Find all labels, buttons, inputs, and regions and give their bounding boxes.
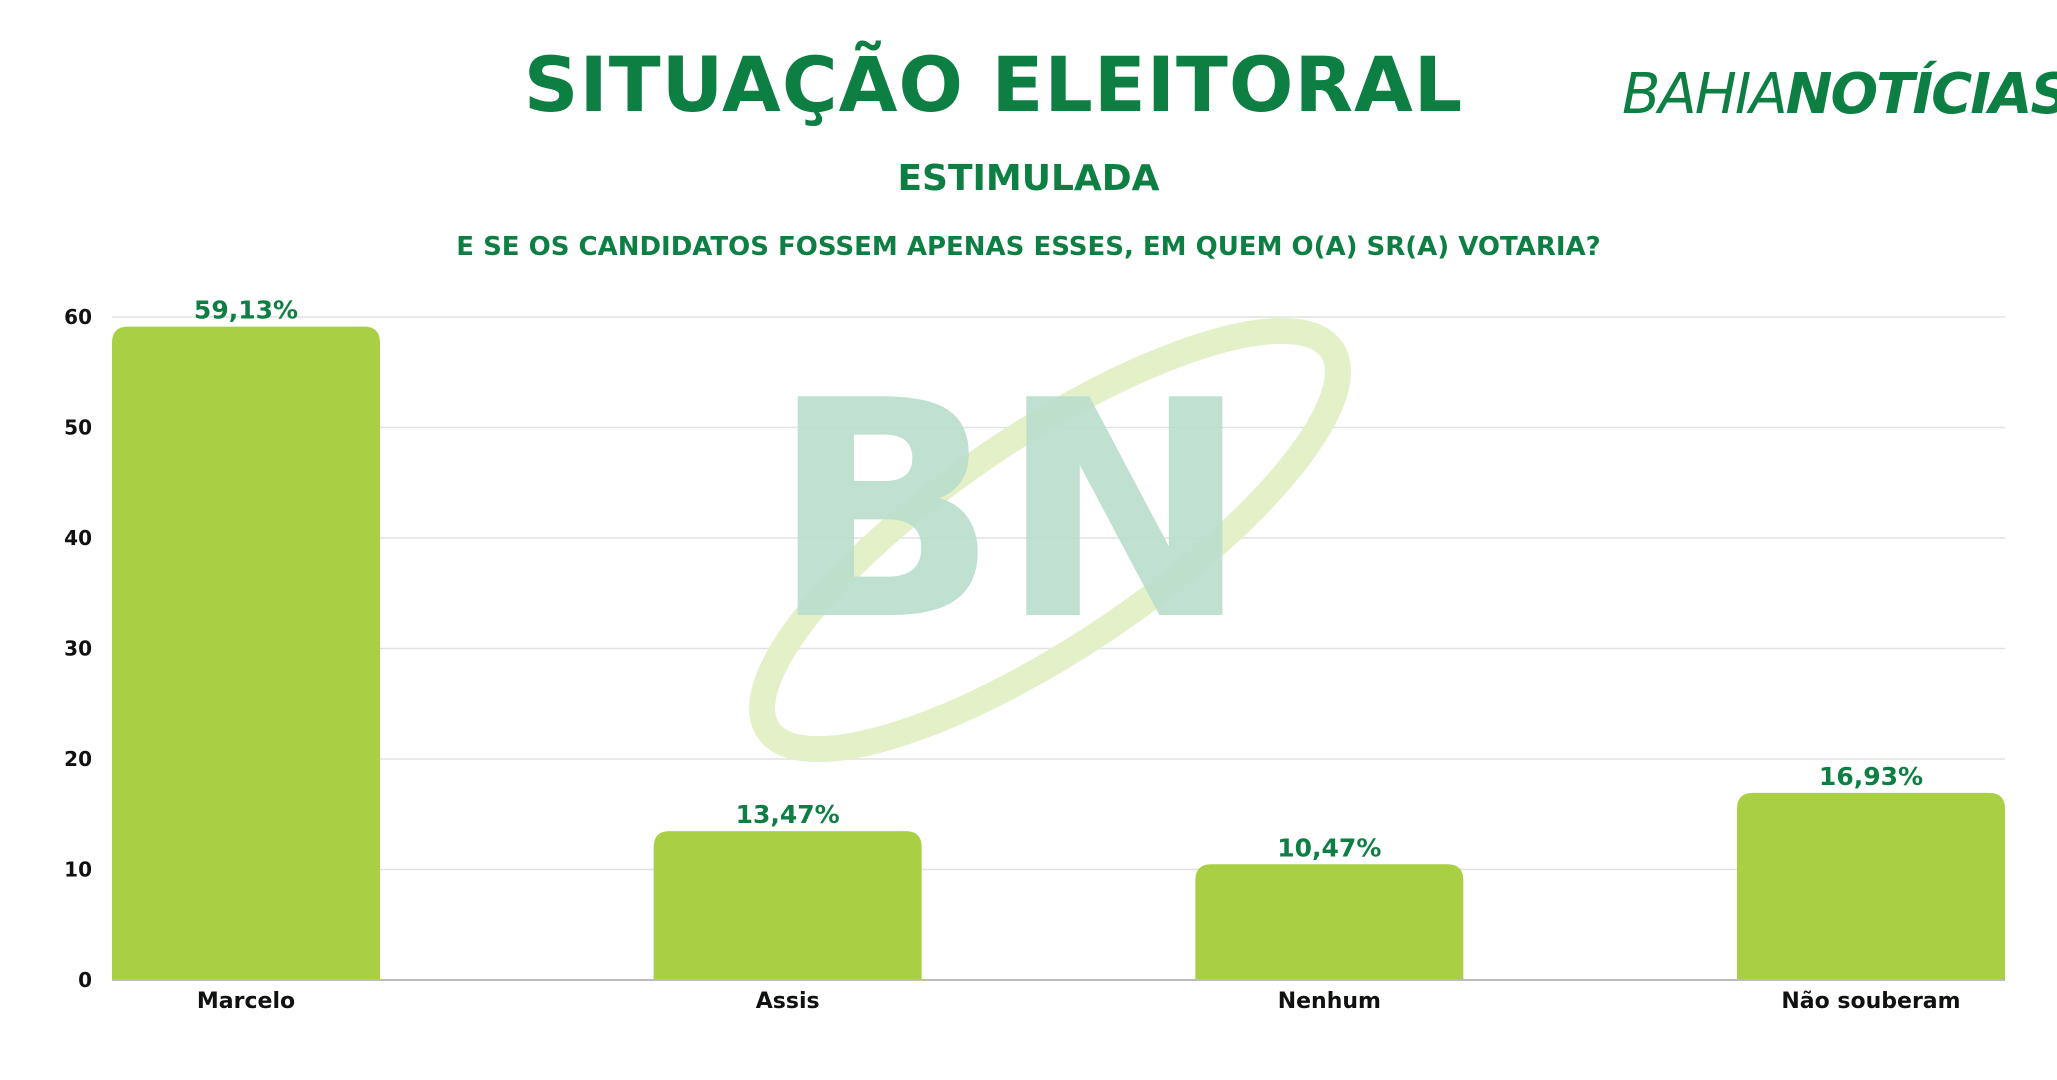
- y-tick-label: 10: [64, 858, 92, 882]
- y-tick-label: 0: [78, 968, 92, 992]
- logo-part-bahia: BAHIA: [1622, 62, 1788, 127]
- chart-subtitle: ESTIMULADA: [897, 158, 1160, 199]
- y-axis-ticks: 0 10 20 30 40 50 60: [64, 305, 92, 992]
- chart-title: SITUAÇÃO ELEITORAL: [523, 40, 1464, 129]
- watermark-swoosh: [749, 317, 1351, 763]
- x-tick-label: Marcelo: [197, 989, 295, 1014]
- data-label: 13,47%: [736, 800, 840, 829]
- x-axis-categories: Marcelo Assis Nenhum Não souberam: [197, 989, 1961, 1014]
- y-tick-label: 30: [64, 637, 92, 661]
- bars: [112, 326, 2005, 980]
- y-tick-label: 50: [64, 416, 92, 440]
- y-tick-label: 60: [64, 305, 92, 329]
- brand-logo: BAHIANOTÍCIAS: [1622, 62, 2057, 127]
- bar-assis: [653, 831, 922, 980]
- watermark-bn-text: BN: [770, 337, 1250, 686]
- bar-nenhum: [1195, 864, 1464, 980]
- y-tick-label: 40: [64, 526, 92, 550]
- data-label: 10,47%: [1277, 833, 1381, 862]
- bar-marcelo: [112, 326, 380, 980]
- x-tick-label: Não souberam: [1781, 989, 1960, 1014]
- x-tick-label: Assis: [756, 989, 820, 1014]
- bn-watermark: BN: [749, 317, 1351, 763]
- data-label: 16,93%: [1819, 762, 1923, 791]
- data-label: 59,13%: [194, 296, 298, 325]
- survey-question: E SE OS CANDIDATOS FOSSEM APENAS ESSES, …: [456, 232, 1601, 262]
- y-tick-label: 20: [64, 747, 92, 771]
- logo-part-noticias: NOTÍCIAS: [1785, 62, 2057, 127]
- bar-nao-souberam: [1737, 792, 2005, 980]
- data-labels: 59,13% 13,47% 10,47% 16,93%: [194, 296, 1923, 863]
- x-tick-label: Nenhum: [1278, 989, 1381, 1014]
